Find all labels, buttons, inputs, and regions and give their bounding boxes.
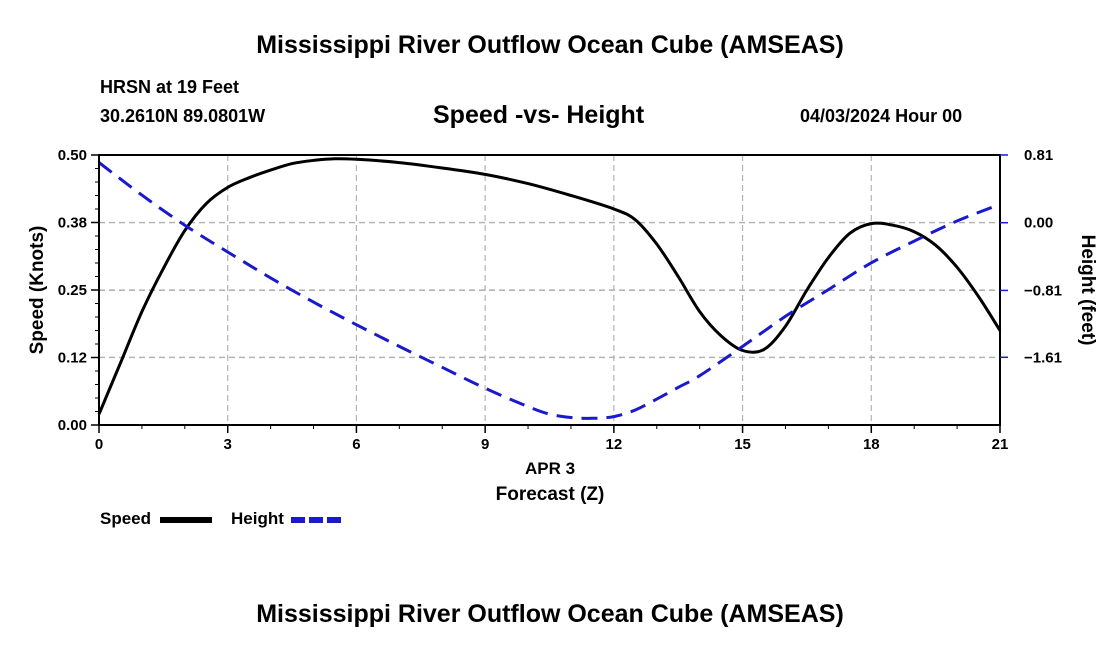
left-tick-label: 0.12 bbox=[58, 350, 87, 367]
legend-height-swatch bbox=[291, 517, 343, 523]
station-coords: 30.2610N 89.0801W bbox=[100, 106, 266, 126]
legend-speed-swatch bbox=[160, 517, 212, 523]
x-axis-date-label: APR 3 bbox=[525, 459, 575, 478]
series-line-height bbox=[98, 161, 1001, 420]
right-axis-title: Height (feet) bbox=[1077, 235, 1098, 346]
right-tick-label: 0.00 bbox=[1024, 215, 1053, 232]
x-tick-label: 3 bbox=[224, 436, 232, 453]
left-tick-label: 0.00 bbox=[58, 417, 87, 434]
legend-speed-label: Speed bbox=[100, 509, 152, 528]
series-lines bbox=[97, 157, 1002, 420]
x-tick-label: 12 bbox=[606, 436, 623, 453]
left-axis-title: Speed (Knots) bbox=[27, 226, 48, 355]
chart-subtitle: Speed -vs- Height bbox=[433, 101, 645, 129]
x-tick-label: 6 bbox=[352, 436, 360, 453]
bottom-title: Mississippi River Outflow Ocean Cube (AM… bbox=[256, 600, 844, 628]
left-tick-label: 0.25 bbox=[58, 282, 87, 299]
axis-ticks: 0 3 6 9 12 15 18 21 0.00 0.12 0.25 0.38 0.50 0.81 0.00… bbox=[58, 147, 1062, 453]
left-tick-label: 0.50 bbox=[58, 147, 87, 164]
right-tick-label: 0.81 bbox=[1024, 147, 1053, 164]
right-tick-label: −0.81 bbox=[1024, 282, 1062, 299]
x-tick-label: 21 bbox=[992, 436, 1009, 453]
x-axis-title: Forecast (Z) bbox=[496, 484, 605, 505]
x-tick-label: 18 bbox=[863, 436, 880, 453]
left-tick-label: 0.38 bbox=[58, 215, 87, 232]
top-title: Mississippi River Outflow Ocean Cube (AM… bbox=[256, 31, 844, 59]
series-line-speed bbox=[97, 157, 1002, 415]
station-name: HRSN at 19 Feet bbox=[100, 77, 240, 97]
grid-lines bbox=[99, 154, 1000, 426]
forecast-datetime: 04/03/2024 Hour 00 bbox=[800, 106, 963, 126]
legend-height-label: Height bbox=[231, 509, 284, 528]
x-tick-label: 0 bbox=[95, 436, 103, 453]
x-tick-label: 15 bbox=[734, 436, 751, 453]
x-tick-label: 9 bbox=[481, 436, 489, 453]
right-tick-label: −1.61 bbox=[1024, 349, 1062, 366]
